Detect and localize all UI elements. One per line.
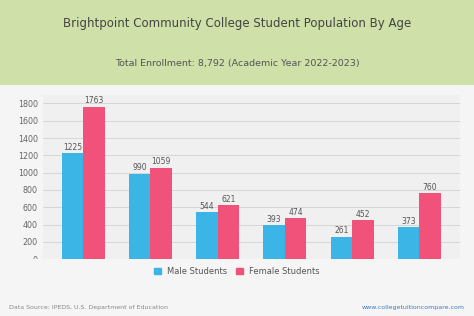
Bar [419, 193, 441, 259]
Text: 373: 373 [401, 216, 416, 226]
Text: 990: 990 [132, 163, 147, 172]
Legend: Male Students, Female Students: Male Students, Female Students [153, 265, 321, 278]
Bar [150, 167, 172, 259]
Bar [129, 173, 150, 259]
Text: 452: 452 [356, 210, 370, 219]
Text: 474: 474 [288, 208, 303, 217]
Text: 1059: 1059 [151, 157, 171, 166]
Text: 1225: 1225 [63, 143, 82, 152]
Text: www.collegetuitioncompare.com: www.collegetuitioncompare.com [362, 305, 465, 310]
Text: Total Enrollment: 8,792 (Academic Year 2022-2023): Total Enrollment: 8,792 (Academic Year 2… [115, 59, 359, 69]
Text: Data Source: IPEDS, U.S. Department of Education: Data Source: IPEDS, U.S. Department of E… [9, 305, 168, 310]
Bar [218, 205, 239, 259]
Text: 393: 393 [267, 215, 282, 224]
Bar [83, 106, 105, 259]
Bar [398, 227, 419, 259]
Bar [330, 237, 352, 259]
Bar [264, 225, 285, 259]
Text: 760: 760 [423, 183, 438, 192]
Bar [62, 153, 83, 259]
Text: 261: 261 [334, 226, 348, 235]
Text: 1763: 1763 [84, 96, 104, 105]
Text: 544: 544 [200, 202, 214, 211]
Bar [196, 212, 218, 259]
Text: Brightpoint Community College Student Population By Age: Brightpoint Community College Student Po… [63, 17, 411, 30]
Text: 621: 621 [221, 195, 236, 204]
Bar [352, 220, 374, 259]
Bar [285, 218, 306, 259]
